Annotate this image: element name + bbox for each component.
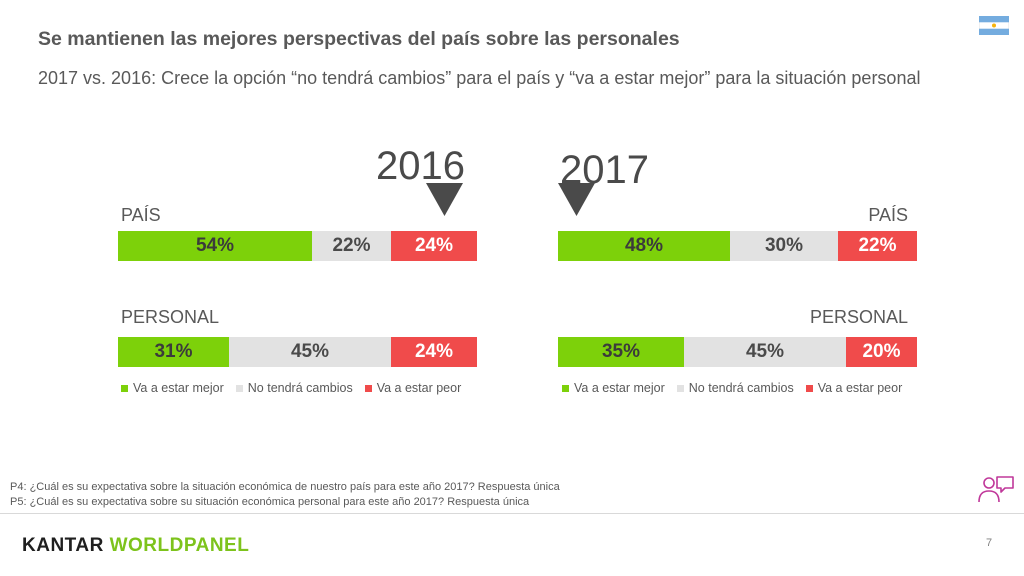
down-triangle-icon [426,183,463,216]
segment-no-tendra-cambios: 45% [684,337,846,367]
segment-va-a-estar-mejor: 35% [558,337,684,367]
legend-item-bad: Va a estar peor [364,381,462,395]
page-title: Se mantienen las mejores perspectivas de… [38,28,680,50]
kantar-worldpanel-logo: KANTAR WORLDPANEL [22,535,249,557]
people-chat-icon [978,476,1014,503]
segment-va-a-estar-peor: 22% [838,231,917,261]
legend-item-bad: Va a estar peor [805,381,903,395]
legend-label: Va a estar peor [817,381,903,395]
legend-label: No tendrá cambios [247,381,353,395]
page-subtitle: 2017 vs. 2016: Crece la opción “no tendr… [38,68,921,88]
legend-label: Va a estar mejor [574,381,665,395]
year-2016-heading: 2016 [376,144,465,188]
legend-item-good: Va a estar mejor [562,381,665,395]
row-label-pais: PAÍS [121,205,161,225]
row-label-pais: PAÍS [868,205,908,225]
segment-va-a-estar-peor: 24% [391,337,477,367]
legend-swatch [364,384,372,392]
bar-2016-personal: 31% 45% 24% [118,337,477,367]
legend-label: No tendrá cambios [688,381,794,395]
legend-item-same: No tendrá cambios [676,381,794,395]
segment-va-a-estar-mejor: 54% [118,231,312,261]
segment-no-tendra-cambios: 45% [229,337,391,367]
row-label-personal: PERSONAL [809,307,908,327]
page-number: 7 [986,537,993,549]
legend-swatch [805,384,813,392]
legend-swatch [121,384,128,392]
bar-2016-pais: 54% 22% 24% [118,231,477,261]
legend-label: Va a estar peor [376,381,462,395]
logo-kantar: KANTAR [22,535,110,556]
legend-swatch [676,384,684,392]
legend-label: Va a estar mejor [133,381,224,395]
segment-va-a-estar-mejor: 48% [558,231,730,261]
legend-swatch [235,384,243,392]
footer-divider [0,513,1024,514]
argentina-flag-icon [979,16,1009,35]
legend-item-same: No tendrá cambios [235,381,353,395]
legend-item-good: Va a estar mejor [121,381,224,395]
legend-swatch [562,384,569,392]
row-label-personal: PERSONAL [121,307,220,327]
segment-va-a-estar-mejor: 31% [118,337,229,367]
down-triangle-icon [558,183,595,216]
segment-no-tendra-cambios: 30% [730,231,838,261]
segment-no-tendra-cambios: 22% [312,231,391,261]
legend-2017: Va a estar mejor No tendrá cambios Va a … [562,381,914,395]
segment-va-a-estar-peor: 24% [391,231,477,261]
footnote-p5: P5: ¿Cuál es su expectativa sobre su sit… [10,496,530,508]
footnote-p4: P4: ¿Cuál es su expectativa sobre la sit… [10,481,560,493]
bar-2017-personal: 35% 45% 20% [558,337,917,367]
logo-worldpanel: WORLDPANEL [109,535,250,556]
segment-va-a-estar-peor: 20% [846,337,917,367]
legend-2016: Va a estar mejor No tendrá cambios Va a … [121,381,473,395]
bar-2017-pais: 48% 30% 22% [558,231,917,261]
